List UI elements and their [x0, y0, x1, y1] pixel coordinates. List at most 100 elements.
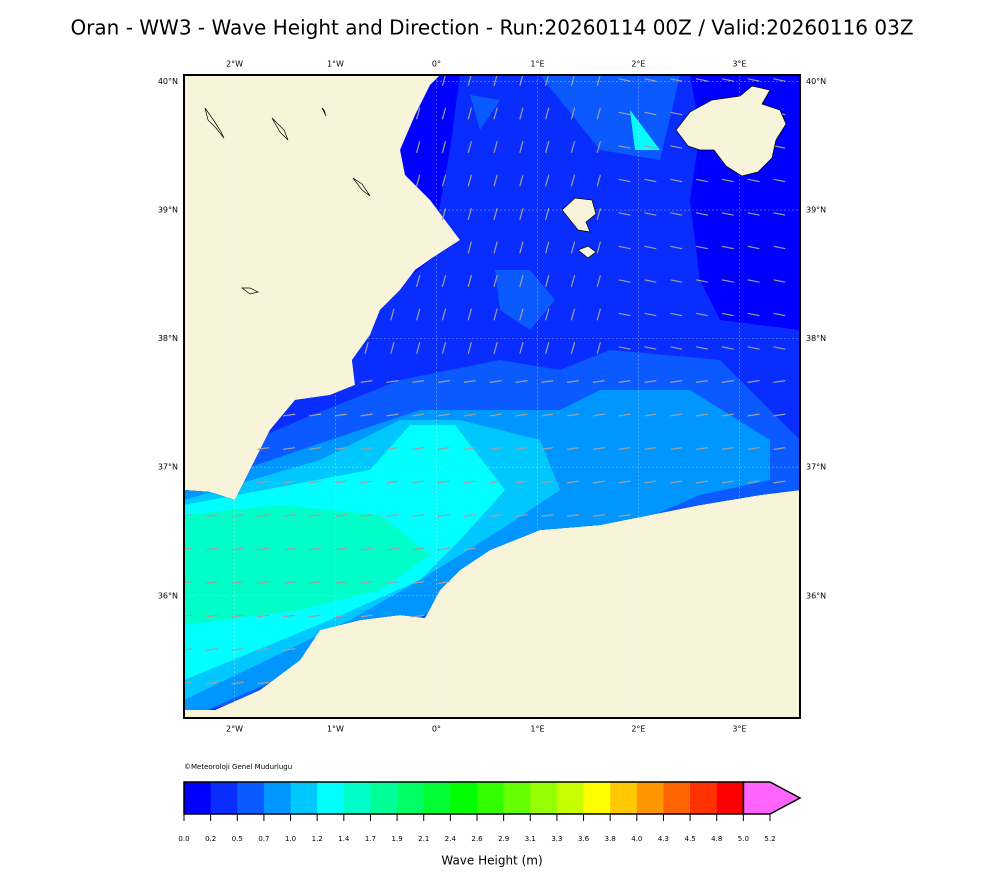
colorbar-cell [237, 782, 265, 814]
colorbar-tick-label: 0.5 [232, 835, 243, 843]
wave-arrow [360, 614, 373, 618]
wave-arrow [463, 413, 476, 417]
colorbar-outline [183, 781, 745, 815]
colorbar-tick-label: 4.5 [685, 835, 696, 843]
wave-arrow [257, 547, 270, 551]
wave-arrow [721, 380, 734, 383]
wave-arrow [541, 480, 554, 484]
colorbar-tick-label: 0.0 [178, 835, 189, 843]
wave-arrow [493, 141, 498, 153]
wave-arrow [360, 447, 373, 450]
wave-arrow [205, 547, 218, 551]
wave-arrow [644, 447, 657, 450]
wave-arrow [618, 178, 631, 183]
wave-arrow [773, 145, 786, 149]
wave-arrow [184, 581, 193, 584]
wave-arrow [644, 380, 657, 383]
wave-arrow [592, 413, 605, 417]
wave-arrow [747, 413, 760, 417]
wave-arrow [184, 547, 193, 550]
wave-arrow [596, 241, 601, 254]
wave-arrow [412, 614, 425, 618]
wave-arrow [566, 413, 580, 417]
wave-arrow [696, 279, 708, 283]
wave-arrow [334, 614, 347, 618]
colorbar-tick-label: 1.0 [285, 835, 296, 843]
axis-labels: 2°W 2°W 1°W 1°W 0° 0° 1°E 1°E 2°E 2°E 3°E 3°E 40°N 40… [158, 60, 826, 734]
wave-arrow [308, 514, 322, 517]
wave-arrow [566, 447, 580, 450]
wave-arrow [618, 145, 631, 149]
wave-arrow [416, 141, 421, 153]
wave-arrow [386, 447, 399, 450]
wave-arrow [308, 480, 322, 484]
wave-arrow [437, 547, 451, 551]
wave-arrow [364, 342, 369, 354]
wave-arrow [283, 547, 296, 551]
wave-arrow [519, 308, 524, 321]
wave-arrow [412, 480, 425, 484]
wave-arrow [257, 514, 270, 517]
lon-label-top: 2°E [631, 60, 645, 69]
lat-label-right: 39°N [806, 206, 826, 215]
wave-arrow [596, 141, 601, 153]
wave-arrow [773, 178, 786, 183]
lon-label-bottom: 0° [432, 725, 441, 734]
colorbar-cell [663, 782, 691, 814]
lat-label-left: 36°N [158, 591, 178, 600]
wave-arrow [231, 648, 244, 651]
wave-zone [184, 505, 430, 625]
colorbar: 0.0 0.2 0.5 0.7 1.0 1.2 1.4 1.7 1.9 2.1 2.4 2.6 2.9 3… [178, 781, 802, 843]
wave-arrow [519, 141, 524, 153]
wave-arrow [386, 514, 399, 517]
lon-label-bottom: 2°E [631, 725, 645, 734]
wave-zone [630, 110, 660, 150]
wave-arrow [515, 413, 528, 417]
wave-arrow [747, 447, 760, 450]
wave-arrow [618, 380, 631, 383]
wave-arrow [441, 275, 447, 287]
wave-arrow [412, 380, 425, 383]
colorbar-tick-label: 1.4 [338, 835, 350, 843]
wave-arrow [773, 245, 786, 250]
wave-arrow [257, 480, 270, 484]
wave-arrow [493, 275, 498, 287]
lon-label-bottom: 1°E [530, 725, 544, 734]
wave-arrow [695, 447, 709, 450]
wave-arrow [644, 312, 657, 317]
wave-arrow [463, 480, 476, 484]
lat-label-right: 40°N [806, 77, 826, 86]
colorbar-cell [583, 782, 611, 814]
wave-arrow [489, 380, 502, 383]
colorbar-tick-label: 4.8 [711, 835, 722, 843]
wave-arrow [592, 380, 605, 383]
wave-arrow [596, 107, 601, 120]
wave-arrow [596, 75, 601, 86]
wave-arrow [773, 346, 786, 350]
wave-arrow [416, 342, 421, 354]
wave-arrow [747, 380, 760, 383]
wave-arrow [467, 308, 472, 321]
wave-arrow [541, 380, 554, 383]
wave-arrow [308, 614, 322, 618]
wave-arrow [437, 480, 451, 484]
wave-arrow [416, 174, 421, 187]
colorbar-tick-label: 0.7 [258, 835, 269, 843]
wave-arrow [570, 342, 576, 354]
wave-arrow [308, 447, 322, 450]
wave-arrow [670, 78, 683, 82]
wave-arrow [519, 75, 524, 86]
wave-arrow [308, 581, 322, 584]
wave-arrow [721, 312, 734, 317]
wave-arrow [644, 78, 657, 82]
wave-arrow [386, 480, 399, 484]
wave-arrow [390, 308, 395, 321]
wave-arrow [596, 275, 601, 287]
wave-arrow [670, 145, 683, 149]
colorbar-cell [370, 782, 398, 814]
wave-arrow [283, 581, 296, 584]
wave-arrow [596, 342, 601, 354]
wave-arrow [334, 447, 347, 450]
wave-arrow [437, 447, 451, 450]
colorbar-tick-label: 5.0 [738, 835, 749, 843]
